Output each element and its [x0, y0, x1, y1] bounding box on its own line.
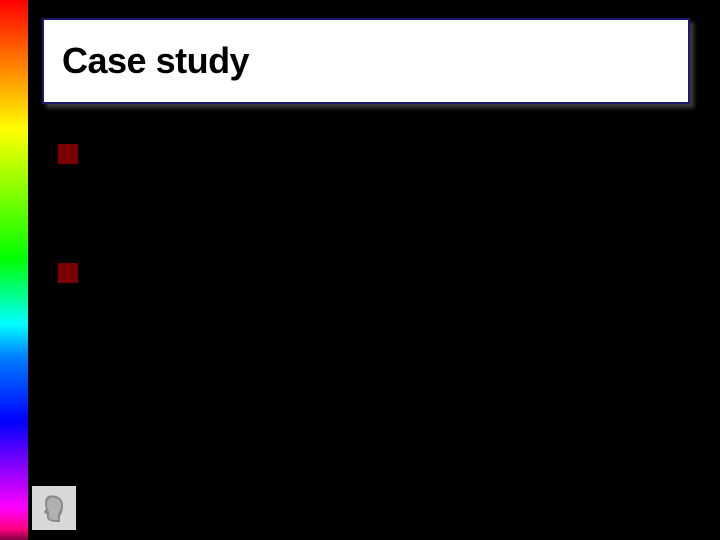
head-sculpture-icon [36, 490, 72, 526]
title-panel: Case study [42, 18, 690, 104]
slide-title: Case study [62, 40, 249, 82]
bullet-marker [58, 263, 78, 283]
corner-decorative-icon [32, 486, 76, 530]
content-area: Case: After a cerebral-vascular accident… [58, 134, 678, 372]
rainbow-side-strip [0, 0, 28, 540]
bullet-marker [58, 144, 78, 164]
bullet-text: Theory: Reflex theory: abnormal reflexes… [92, 253, 678, 370]
bullet-text: Case: After a cerebral-vascular accident… [92, 134, 678, 251]
bullet-item: Case: After a cerebral-vascular accident… [58, 134, 678, 251]
bullet-item: Theory: Reflex theory: abnormal reflexes… [58, 253, 678, 370]
